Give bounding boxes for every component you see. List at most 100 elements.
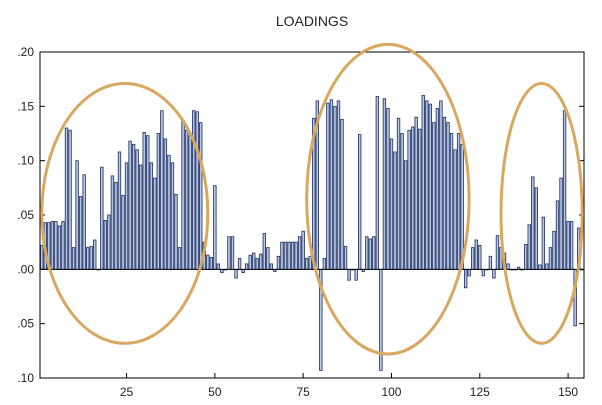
bar-49: [209, 256, 213, 270]
bar-129: [492, 268, 496, 279]
bar-98: [382, 98, 387, 270]
bar-19: [103, 220, 108, 270]
bar-113: [435, 108, 440, 270]
bar-110: [425, 100, 429, 270]
bar-48: [206, 254, 210, 270]
bar-15: [89, 246, 93, 270]
bar-34: [156, 133, 161, 270]
bar-83: [329, 99, 334, 270]
bar-21: [110, 175, 115, 270]
x-tick-label-2: 75: [296, 385, 310, 399]
bar-95: [372, 236, 376, 270]
bar-14: [86, 247, 90, 270]
bar-111: [428, 103, 433, 270]
y-axis-tick-labels: .10 .05 .00 .05 .10 .15 .20: [17, 45, 34, 385]
bar-16: [93, 239, 97, 270]
highlight-ellipse-2: [305, 42, 471, 356]
bar-54: [227, 236, 231, 270]
bar-75: [301, 230, 305, 270]
bar-23: [117, 151, 122, 270]
bar-9: [68, 129, 72, 270]
bar-84: [333, 105, 337, 270]
axis-ticks: [40, 51, 584, 379]
bar-55: [230, 236, 235, 270]
bar-93: [365, 236, 369, 270]
bar-119: [456, 133, 461, 270]
y-tick-label-2: .00: [17, 262, 34, 276]
bar-106: [410, 126, 415, 270]
bar-45: [195, 111, 199, 270]
bar-104: [403, 160, 408, 270]
bar-38: [170, 162, 175, 270]
bar-112: [432, 122, 436, 270]
bar-91: [358, 134, 362, 270]
bar-10: [71, 247, 76, 270]
bar-31: [146, 135, 150, 270]
y-tick-label-4: .10: [17, 154, 34, 168]
x-tick-label-3: 100: [381, 385, 401, 399]
bar-61: [252, 252, 256, 270]
bar-71: [287, 241, 291, 270]
bar-103: [400, 133, 404, 270]
highlight-ellipse-3: [499, 82, 584, 345]
bar-40: [177, 247, 182, 270]
bar-41: [181, 120, 185, 270]
bar-143: [541, 216, 546, 270]
bar-44: [191, 110, 196, 270]
bar-148: [559, 177, 563, 270]
bar-151: [569, 221, 574, 270]
bar-62: [255, 258, 259, 270]
bar-128: [488, 255, 493, 270]
bar-68: [276, 255, 281, 270]
y-tick-label-6: .20: [17, 45, 34, 59]
y-tick-label-0: .10: [17, 371, 34, 385]
bar-18: [100, 166, 104, 270]
bar-126: [481, 268, 485, 277]
bar-series: [40, 95, 584, 371]
bar-4: [50, 221, 55, 270]
x-axis-tick-labels: 25 50 75 100 125 150: [120, 385, 579, 399]
x-tick-label-0: 25: [120, 385, 134, 399]
bar-11: [75, 160, 79, 270]
bar-88: [347, 268, 351, 281]
bar-42: [184, 129, 189, 270]
bar-99: [386, 108, 390, 270]
bar-141: [534, 187, 538, 270]
bar-25: [124, 162, 129, 270]
bar-50: [213, 185, 217, 270]
chart-title: LOADINGS: [276, 13, 348, 29]
bar-29: [138, 164, 143, 270]
bar-74: [297, 236, 302, 270]
bar-70: [283, 241, 288, 270]
bar-90: [354, 268, 358, 281]
bar-57: [237, 258, 242, 270]
bar-77: [308, 255, 312, 270]
bar-107: [414, 116, 418, 270]
y-tick-label-3: .05: [17, 208, 34, 222]
bar-36: [163, 138, 168, 270]
bar-33: [153, 177, 157, 270]
bar-6: [57, 225, 62, 270]
bar-5: [54, 221, 58, 270]
bar-66: [269, 263, 274, 270]
bar-116: [446, 122, 450, 270]
bar-22: [114, 181, 118, 270]
bar-133: [506, 263, 510, 270]
bar-85: [336, 100, 341, 270]
bar-39: [174, 193, 178, 270]
bar-108: [418, 128, 422, 270]
bar-118: [453, 149, 457, 270]
bar-122: [467, 268, 471, 277]
bar-105: [407, 129, 411, 270]
bar-138: [524, 243, 528, 270]
bar-8: [64, 127, 69, 270]
bar-43: [188, 135, 192, 270]
bar-125: [478, 245, 482, 270]
bar-149: [562, 110, 567, 270]
bar-20: [107, 214, 111, 270]
bar-32: [149, 162, 153, 270]
bar-24: [121, 195, 125, 270]
bar-94: [368, 238, 372, 270]
bar-81: [322, 258, 327, 270]
